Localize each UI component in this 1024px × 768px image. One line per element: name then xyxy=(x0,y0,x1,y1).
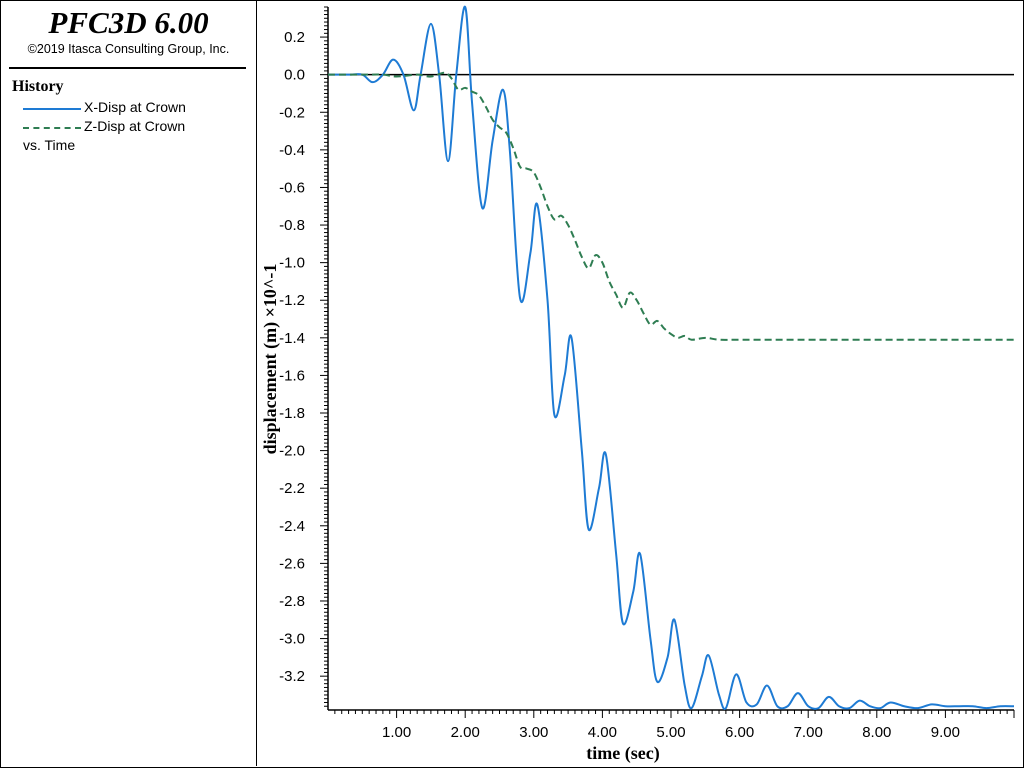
x-tick-label: 3.00 xyxy=(519,724,548,741)
history-chart: 1.00 2.00 3.00 4.00 5.00 6.00 7.00 8.00 9.00 0.2 0… xyxy=(260,5,1015,764)
dashed-line-icon xyxy=(23,127,81,129)
y-axis-title: displacement (m) ×10^-1 xyxy=(260,264,281,455)
x-tick-label: 2.00 xyxy=(451,724,480,741)
legend-footer: vs. Time xyxy=(23,137,76,153)
x-tick-label: 9.00 xyxy=(931,724,960,741)
y-tick-label: -0.8 xyxy=(279,217,305,234)
x-tick-label: 1.00 xyxy=(382,724,411,741)
legend-label: X-Disp at Crown xyxy=(84,99,186,115)
x-axis-title: time (sec) xyxy=(586,743,659,764)
app-title: PFC3D 6.00 xyxy=(48,5,209,40)
x-tick-label: 4.00 xyxy=(588,724,617,741)
x-disp-series-line xyxy=(327,5,1015,710)
y-tick-label: -1.2 xyxy=(279,292,305,309)
y-tick-label: -3.2 xyxy=(279,668,305,685)
y-tick-label: -2.4 xyxy=(279,518,305,535)
x-tick-label: 5.00 xyxy=(656,724,685,741)
x-tick-label: 7.00 xyxy=(794,724,823,741)
y-tick-label: -0.2 xyxy=(279,104,305,121)
chart-axes xyxy=(327,7,1014,711)
y-tick-label: -1.8 xyxy=(279,405,305,422)
y-tick-label: 0.2 xyxy=(284,29,305,46)
y-tick-label: -1.0 xyxy=(279,255,305,272)
y-tick-label: 0.0 xyxy=(284,67,305,84)
legend-panel: PFC3D 6.00 ©2019 Itasca Consulting Group… xyxy=(1,1,257,766)
y-tick-label: -0.6 xyxy=(279,179,305,196)
legend-label: Z-Disp at Crown xyxy=(84,118,186,134)
y-tick-label: -2.0 xyxy=(279,443,305,460)
y-tick-label: -2.6 xyxy=(279,555,305,572)
y-tick-label: -1.6 xyxy=(279,367,305,384)
z-disp-series-line xyxy=(327,71,1014,341)
y-tick-label: -0.4 xyxy=(279,142,305,159)
y-tick-label: -2.8 xyxy=(279,593,305,610)
title-divider xyxy=(9,67,246,69)
legend-heading: History xyxy=(12,78,64,95)
y-tick-label: -1.4 xyxy=(279,330,305,347)
x-tick-label: 8.00 xyxy=(862,724,891,741)
tick-layer: 1.00 2.00 3.00 4.00 5.00 6.00 7.00 8.00 9.00 0.2 0… xyxy=(279,6,1015,741)
solid-line-icon xyxy=(23,108,81,110)
y-tick-label: -2.2 xyxy=(279,480,305,497)
copyright-text: ©2019 Itasca Consulting Group, Inc. xyxy=(27,42,230,56)
x-tick-label: 6.00 xyxy=(725,724,754,741)
series-layer xyxy=(327,5,1015,710)
y-tick-label: -3.0 xyxy=(279,631,305,648)
